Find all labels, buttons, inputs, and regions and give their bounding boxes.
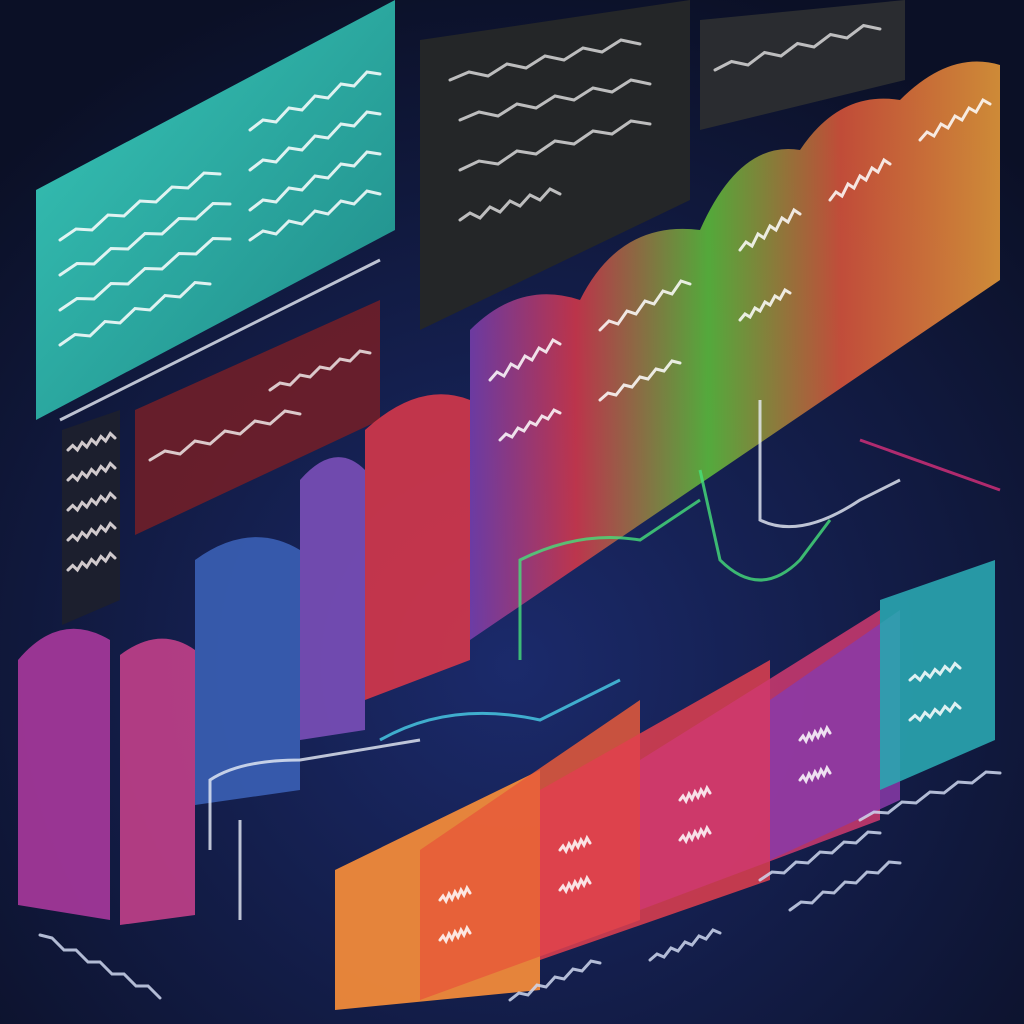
scribble-line xyxy=(66,491,117,513)
wire xyxy=(758,400,901,529)
front-block-row xyxy=(335,560,995,1010)
scribble-line xyxy=(66,551,117,573)
scribble-line xyxy=(66,431,117,453)
wire xyxy=(698,469,832,582)
wire xyxy=(859,438,1001,492)
scribble-line xyxy=(438,924,472,945)
floor-scribbles xyxy=(38,770,1002,1002)
scribble-line xyxy=(448,38,642,82)
scribble-line xyxy=(148,409,302,462)
scribble-line xyxy=(918,97,992,142)
scribble-line xyxy=(58,236,232,312)
scribble-line xyxy=(678,824,712,845)
scribble-line xyxy=(558,874,592,895)
wire xyxy=(379,678,621,742)
scribble-line xyxy=(58,171,222,242)
scribble-line xyxy=(268,349,372,392)
scribble-line xyxy=(908,701,962,723)
scribble-line xyxy=(598,279,692,332)
scribble-line xyxy=(558,834,592,855)
teal-info-panel xyxy=(36,0,395,420)
scribble-line xyxy=(66,461,117,483)
scribble-line xyxy=(458,78,652,122)
scribble-line xyxy=(648,928,722,962)
scribble-line xyxy=(908,661,962,683)
scribble-line xyxy=(498,408,562,442)
teal-panel-scribbles xyxy=(58,70,382,347)
scribble-line xyxy=(738,207,802,252)
scribble-line xyxy=(248,110,382,172)
scribble-line xyxy=(798,724,832,745)
scribble-line xyxy=(508,959,602,1002)
connector-wires xyxy=(59,258,1001,920)
scribble-line xyxy=(58,201,232,277)
band-scribbles xyxy=(488,97,992,442)
scribble-line xyxy=(438,884,472,905)
scribble-line xyxy=(248,189,382,242)
scribble-line xyxy=(248,150,382,212)
scribble-line xyxy=(678,784,712,805)
scribble-line xyxy=(598,359,682,402)
scribble-line xyxy=(798,764,832,785)
scribble-line xyxy=(828,157,892,202)
scribble-line xyxy=(66,521,117,543)
scribble-line xyxy=(248,70,382,132)
wire xyxy=(59,258,381,422)
scribble-line xyxy=(458,119,652,172)
scribble-line xyxy=(758,830,882,882)
scribble-line xyxy=(58,280,212,347)
front-block-scribbles xyxy=(438,661,962,945)
scribble-line xyxy=(788,860,902,912)
rainbow-bar-band xyxy=(470,61,1000,641)
scribble-line xyxy=(858,770,1002,822)
dark-panel-scribbles xyxy=(448,23,882,222)
scribble-line xyxy=(488,337,562,382)
dark-status-panel xyxy=(420,0,905,330)
wire xyxy=(518,498,701,660)
scribble-line xyxy=(713,23,882,72)
scribble-line xyxy=(738,287,792,322)
side-list-scribbles xyxy=(66,349,372,573)
left-card-stack xyxy=(18,394,470,925)
scribble-line xyxy=(458,187,562,222)
scribble-line xyxy=(38,933,162,1000)
wire xyxy=(208,738,421,850)
maroon-panel xyxy=(62,300,380,625)
